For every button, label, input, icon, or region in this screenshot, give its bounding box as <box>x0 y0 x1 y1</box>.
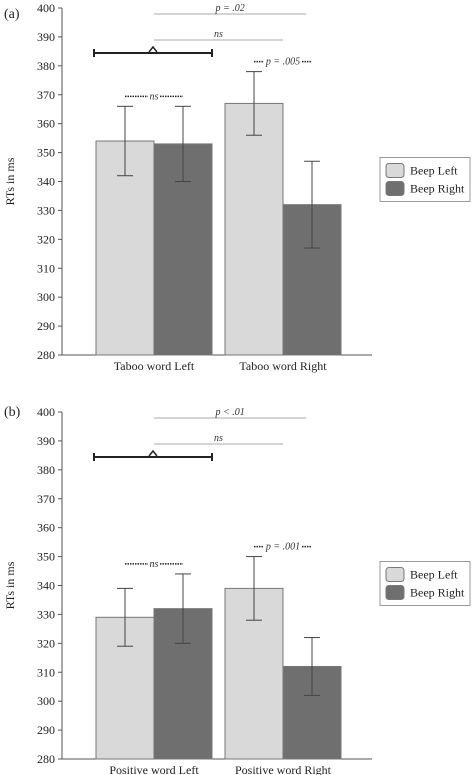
y-tick: 330 <box>37 203 55 217</box>
y-tick-label: 310 <box>37 261 55 275</box>
y-axis-title: RTs in ms <box>3 561 17 609</box>
y-tick: 330 <box>37 607 55 621</box>
x-category-label: Taboo word Right <box>239 359 327 373</box>
y-tick-label: 370 <box>37 88 55 102</box>
y-tick: 390 <box>37 30 55 44</box>
y-tick-label: 320 <box>37 636 55 650</box>
y-tick: 350 <box>37 146 55 160</box>
y-tick: 400 <box>37 1 55 15</box>
bar <box>95 140 155 356</box>
y-tick: 400 <box>37 405 55 419</box>
y-tick: 380 <box>37 59 55 73</box>
y-tick-label: 280 <box>37 348 55 362</box>
y-axis-title: RTs in ms <box>3 157 17 205</box>
bracket-caret <box>148 45 158 53</box>
annotation-right-pair: p = .001 <box>265 542 300 553</box>
y-tick: 290 <box>37 723 55 737</box>
y-tick: 380 <box>37 463 55 477</box>
x-category-label: Taboo word Left <box>114 359 195 373</box>
legend-swatch <box>385 181 405 196</box>
bracket-caret <box>148 449 158 457</box>
x-category-label: Positive word Right <box>235 763 332 775</box>
y-tick-label: 390 <box>37 434 55 448</box>
annotation-middle: ns <box>214 29 223 40</box>
legend-label: Beep Left <box>410 164 458 178</box>
x-category-label: Positive word Left <box>109 763 199 775</box>
y-tick-label: 280 <box>37 752 55 766</box>
annotation-overall: p = .02 <box>214 3 244 14</box>
y-tick-label: 340 <box>37 579 55 593</box>
y-tick-label: 360 <box>37 117 55 131</box>
chart-panel-a: (a) RTs in ms 280 290 300 310 320 330 340 350 360 3… <box>3 1 471 373</box>
y-tick-label: 320 <box>37 232 55 246</box>
y-tick: 390 <box>37 434 55 448</box>
y-tick: 300 <box>37 290 55 304</box>
legend-swatch <box>385 163 405 178</box>
annotation-right-pair: p = .005 <box>265 57 300 68</box>
legend-label: Beep Right <box>410 586 465 600</box>
chart-panel-b: (b) RTs in ms 280 290 300 310 320 330 340 350 360 3… <box>3 405 471 775</box>
y-tick-label: 290 <box>37 723 55 737</box>
y-tick: 280 <box>37 752 55 766</box>
panel-label: (b) <box>4 405 21 420</box>
y-tick-label: 380 <box>37 463 55 477</box>
y-tick: 360 <box>37 521 55 535</box>
y-tick-label: 350 <box>37 146 55 160</box>
y-tick-label: 290 <box>37 319 55 333</box>
bar <box>224 102 284 356</box>
y-tick-label: 400 <box>37 1 55 15</box>
y-tick: 370 <box>37 492 55 506</box>
panel-label: (a) <box>4 7 20 22</box>
y-tick: 310 <box>37 261 55 275</box>
y-tick: 370 <box>37 88 55 102</box>
annotation-left-pair: ns <box>150 91 159 102</box>
y-tick-label: 400 <box>37 405 55 419</box>
y-tick-label: 330 <box>37 203 55 217</box>
y-tick-label: 300 <box>37 290 55 304</box>
y-tick: 350 <box>37 550 55 564</box>
legend-label: Beep Right <box>410 182 465 196</box>
y-tick-label: 340 <box>37 175 55 189</box>
legend-label: Beep Left <box>410 568 458 582</box>
y-tick-label: 310 <box>37 665 55 679</box>
y-tick-label: 330 <box>37 607 55 621</box>
y-tick-label: 360 <box>37 521 55 535</box>
y-tick: 280 <box>37 348 55 362</box>
y-tick-label: 390 <box>37 30 55 44</box>
legend-swatch <box>385 567 405 582</box>
y-tick: 300 <box>37 694 55 708</box>
y-tick: 290 <box>37 319 55 333</box>
legend-swatch <box>385 585 405 600</box>
y-tick-label: 370 <box>37 492 55 506</box>
y-tick: 340 <box>37 579 55 593</box>
y-tick-label: 300 <box>37 694 55 708</box>
y-tick: 340 <box>37 175 55 189</box>
y-tick-label: 380 <box>37 59 55 73</box>
y-tick: 310 <box>37 665 55 679</box>
annotation-overall: p < .01 <box>214 407 244 418</box>
y-tick: 360 <box>37 117 55 131</box>
y-tick: 320 <box>37 636 55 650</box>
annotation-left-pair: ns <box>150 559 159 570</box>
annotation-middle: ns <box>214 433 223 444</box>
y-tick: 320 <box>37 232 55 246</box>
y-tick-label: 350 <box>37 550 55 564</box>
